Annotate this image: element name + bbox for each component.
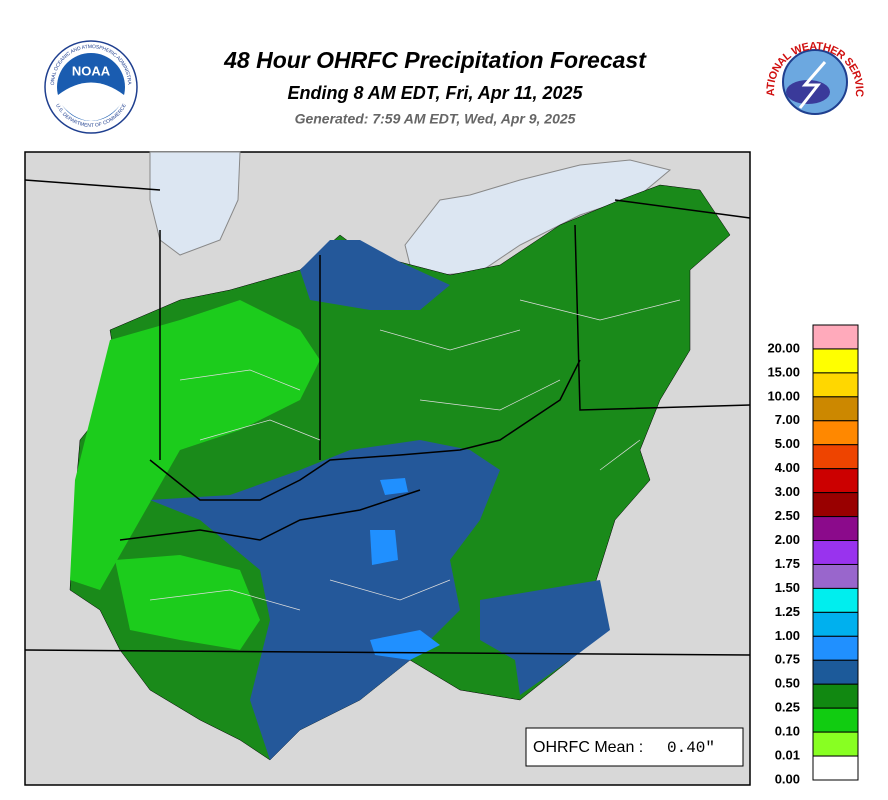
legend-label: 1.50 [775, 580, 800, 595]
generated: Generated: 7:59 AM EDT, Wed, Apr 9, 2025 [295, 111, 576, 127]
legend-swatch [812, 683, 859, 709]
mean-box [525, 727, 744, 767]
legend-label: 0.00 [775, 771, 800, 786]
legend-swatch [812, 372, 859, 398]
mean-label: OHRFC Mean : [533, 739, 643, 756]
legend-swatch [812, 516, 859, 542]
legend-label: 4.00 [775, 460, 800, 475]
legend-label: 0.50 [775, 676, 800, 691]
legend-swatch [812, 396, 859, 422]
legend-label: 0.75 [775, 652, 800, 667]
legend-swatch [812, 324, 859, 350]
legend-swatch [812, 492, 859, 518]
legend-label: 2.00 [775, 532, 800, 547]
legend-swatch [812, 563, 859, 589]
legend-label: 0.01 [775, 747, 800, 762]
legend-label: 5.00 [775, 436, 800, 451]
legend-swatch [812, 755, 859, 781]
legend-swatch [812, 444, 859, 470]
legend-swatch [812, 731, 859, 757]
legend-label: 3.00 [775, 484, 800, 499]
legend-label: 20.00 [767, 340, 800, 355]
noaa-text: NOAA [72, 63, 111, 78]
map [24, 151, 751, 786]
legend-label: 1.75 [775, 556, 800, 571]
mean-value: 0.40" [667, 739, 715, 757]
legend-label: 1.25 [775, 604, 800, 619]
legend-swatch [812, 468, 859, 494]
legend-swatch [812, 635, 859, 661]
legend-swatch [812, 540, 859, 565]
legend-label: 1.00 [775, 628, 800, 643]
noaa-logo: NOAA NATIONAL OCEANIC AND ATMOSPHERIC AD… [0, 0, 138, 134]
legend-swatch [812, 420, 859, 446]
legend-swatch [812, 611, 859, 637]
legend-swatch [812, 659, 859, 685]
legend-label: 7.00 [775, 412, 800, 427]
legend-label: 10.00 [767, 388, 800, 403]
legend: 20.00 15.00 10.00 7.00 5.00 4.00 3.00 2.50 2.00 1… [767, 324, 859, 786]
title: 48 Hour OHRFC Precipitation Forecast [223, 47, 647, 73]
legend-label: 15.00 [767, 364, 800, 379]
legend-label: 0.25 [775, 700, 800, 715]
legend-label: 0.10 [775, 724, 800, 739]
legend-swatch [812, 707, 859, 733]
legend-swatch [812, 587, 859, 613]
subtitle: Ending 8 AM EDT, Fri, Apr 11, 2025 [287, 83, 583, 103]
legend-swatch [812, 348, 859, 374]
legend-label: 2.50 [775, 508, 800, 523]
